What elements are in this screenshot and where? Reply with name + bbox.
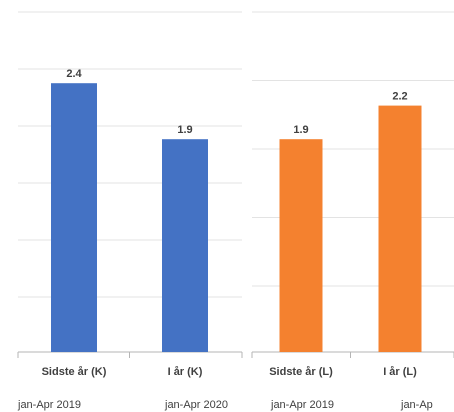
- chart1-bar-2: [162, 139, 208, 352]
- chart1-period-label-1: jan-Apr 2019: [17, 399, 81, 411]
- chart2-category-label-1: Sidste år (L): [269, 366, 333, 378]
- chart2-period-label-2: jan-Ap: [400, 399, 433, 411]
- chart1-category-label-1: Sidste år (K): [42, 366, 107, 378]
- chart1-data-label-2: 1.9: [177, 124, 192, 136]
- chart1-period-label-2: jan-Apr 2020: [164, 399, 228, 411]
- chart1-category-label-2: I år (K): [168, 366, 203, 378]
- chart2-bar-1: [279, 139, 323, 352]
- chart1-data-label-1: 2.4: [66, 68, 82, 80]
- chart2-data-label-2: 2.2: [392, 91, 407, 103]
- chart2-bar-2: [378, 105, 422, 352]
- chart2-data-label-1: 1.9: [293, 124, 308, 136]
- chart2-category-label-2: I år (L): [383, 366, 417, 378]
- chart2-period-label-1: jan-Apr 2019: [270, 399, 334, 411]
- chart1-bar-1: [51, 83, 97, 352]
